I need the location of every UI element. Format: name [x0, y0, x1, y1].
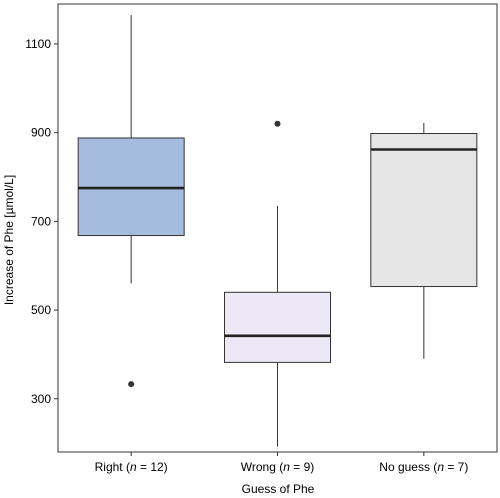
box-right: [77, 137, 185, 237]
y-tick-label: 700: [31, 214, 51, 228]
y-tick-label: 900: [31, 126, 51, 140]
outlier-point: [128, 381, 135, 388]
y-tick-label: 500: [31, 303, 51, 317]
x-tick-label: No guess (n = 7): [379, 460, 468, 474]
plot-area: 300 500 700 900 1100 Right (n = 12) Wrong (n =…: [25, 3, 498, 474]
box-no-guess: [370, 133, 478, 288]
y-axis-title: Increase of Phe [µmol/L]: [2, 175, 16, 305]
outlier-point: [274, 120, 281, 127]
x-tick-label: Wrong (n = 9): [241, 460, 315, 474]
box-wrong: [224, 291, 331, 363]
y-tick-label: 1100: [25, 37, 51, 51]
x-axis-title: Guess of Phe: [242, 482, 315, 496]
x-tick-label: Right (n = 12): [95, 460, 168, 474]
y-tick-label: 300: [31, 392, 51, 406]
